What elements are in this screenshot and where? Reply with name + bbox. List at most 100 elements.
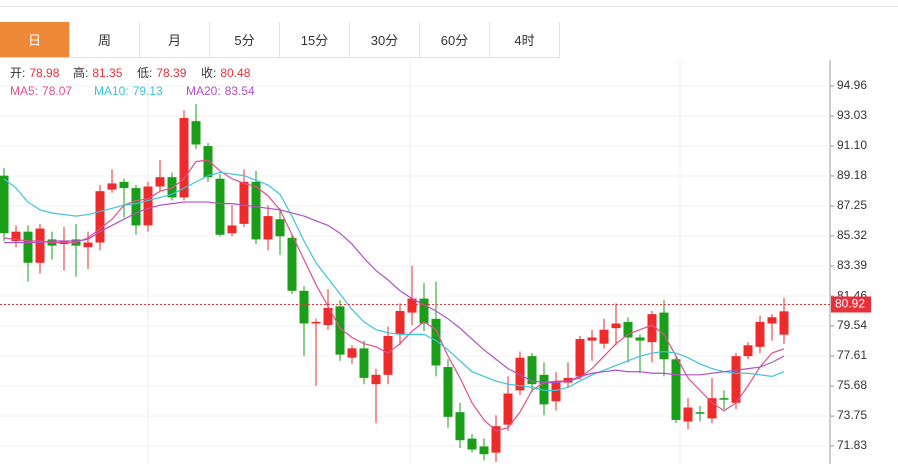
period-tab[interactable]: 15分 — [280, 22, 350, 57]
period-tab[interactable]: 5分 — [210, 22, 280, 57]
candle-body — [743, 345, 753, 357]
y-tick-label: 83.39 — [837, 258, 867, 272]
period-tab[interactable]: 4时 — [490, 22, 560, 57]
candle-body — [191, 121, 201, 145]
candle-body — [107, 183, 117, 190]
candle-body — [119, 181, 129, 189]
candle-body — [467, 438, 477, 450]
candle-body — [755, 321, 765, 347]
candle-body — [491, 426, 501, 453]
candle-body — [407, 298, 417, 313]
candle-body — [707, 398, 717, 419]
legend-value: 79.13 — [133, 84, 163, 98]
legend-label: 低: — [137, 66, 152, 80]
candle-body — [0, 175, 9, 234]
legend-value: 78.98 — [29, 66, 59, 80]
candle-body — [695, 412, 705, 414]
candle-body — [479, 446, 489, 455]
y-tick-label: 79.54 — [837, 318, 867, 332]
candle-body — [335, 306, 345, 355]
ma-line — [4, 201, 785, 384]
candle-body — [251, 181, 261, 240]
candle-body — [203, 146, 213, 178]
candle-body — [311, 321, 321, 324]
legend-entry: 低: 78.39 — [137, 66, 187, 80]
candle-body — [767, 317, 777, 324]
period-tab[interactable]: 60分 — [420, 22, 490, 57]
candle-body — [131, 188, 141, 226]
candle-body — [611, 323, 621, 329]
candle-body — [443, 367, 453, 417]
candle-body — [299, 290, 309, 324]
candle-body — [635, 337, 645, 341]
candle-body — [515, 357, 525, 391]
period-tab[interactable]: 日 — [0, 22, 70, 57]
legend-value: 78.07 — [42, 84, 72, 98]
candle-body — [719, 398, 729, 400]
candle-body — [371, 374, 381, 385]
candle-body — [419, 298, 429, 324]
candle-body — [95, 191, 105, 243]
candle-body — [659, 312, 669, 360]
legend-entry: MA20: 83.54 — [186, 84, 255, 98]
legend-value: 80.48 — [220, 66, 250, 80]
candle-body — [587, 337, 597, 341]
candle-body — [395, 311, 405, 335]
candle-body — [11, 231, 21, 241]
y-tick-label: 75.68 — [837, 378, 867, 392]
legend-label: 开: — [10, 66, 25, 80]
period-tab[interactable]: 30分 — [350, 22, 420, 57]
legend-value: 78.39 — [156, 66, 186, 80]
candle-body — [275, 219, 285, 237]
y-tick-label: 85.32 — [837, 228, 867, 242]
candle-body — [623, 321, 633, 338]
candle-body — [683, 407, 693, 422]
legend-entry: MA5: 78.07 — [10, 84, 72, 98]
candle-body — [671, 359, 681, 420]
y-tick-label: 91.10 — [837, 138, 867, 152]
period-tabs: 日周月 5分 15分 30分 60分 4时 — [0, 22, 560, 58]
candle-body — [455, 412, 465, 441]
legend-label: MA10: — [94, 84, 129, 98]
candle-body — [35, 228, 45, 263]
candle-body — [647, 314, 657, 343]
candle-body — [527, 356, 537, 385]
legend-value: 81.35 — [92, 66, 122, 80]
legend-entry: 收: 80.48 — [201, 66, 251, 80]
candle-body — [575, 339, 585, 377]
candle-body — [347, 348, 357, 358]
candle-body — [551, 381, 561, 402]
legend-entry: 开: 78.98 — [10, 66, 60, 80]
current-price-box — [831, 296, 871, 313]
candle-body — [179, 118, 189, 198]
legend-value: 83.54 — [225, 84, 255, 98]
candle-body — [215, 178, 225, 235]
y-tick-label: 94.96 — [837, 78, 867, 92]
period-tab[interactable]: 月 — [140, 22, 210, 57]
candle-body — [359, 348, 369, 378]
candle-body — [563, 377, 573, 383]
candle-body — [779, 311, 789, 335]
candle-body — [239, 181, 249, 224]
ma-line — [3, 159, 785, 432]
legend-entry: MA10: 79.13 — [94, 84, 163, 98]
legend-label: MA20: — [186, 84, 221, 98]
candle-body — [731, 356, 741, 403]
candle-body — [83, 242, 93, 248]
top-border — [0, 6, 898, 7]
y-tick-label: 73.75 — [837, 408, 867, 422]
legend-label: 高: — [73, 65, 88, 80]
y-tick-label: 71.83 — [837, 438, 867, 452]
candle-body — [263, 216, 273, 240]
y-tick-label: 93.03 — [837, 108, 867, 122]
candle-body — [431, 318, 441, 366]
candle-body — [23, 231, 33, 263]
legend-label: MA5: — [10, 84, 38, 98]
period-tab[interactable]: 周 — [70, 22, 140, 57]
y-tick-label: 87.25 — [837, 198, 867, 212]
candle-body — [167, 177, 177, 198]
ma-line — [3, 171, 785, 391]
candle-body — [143, 186, 153, 226]
